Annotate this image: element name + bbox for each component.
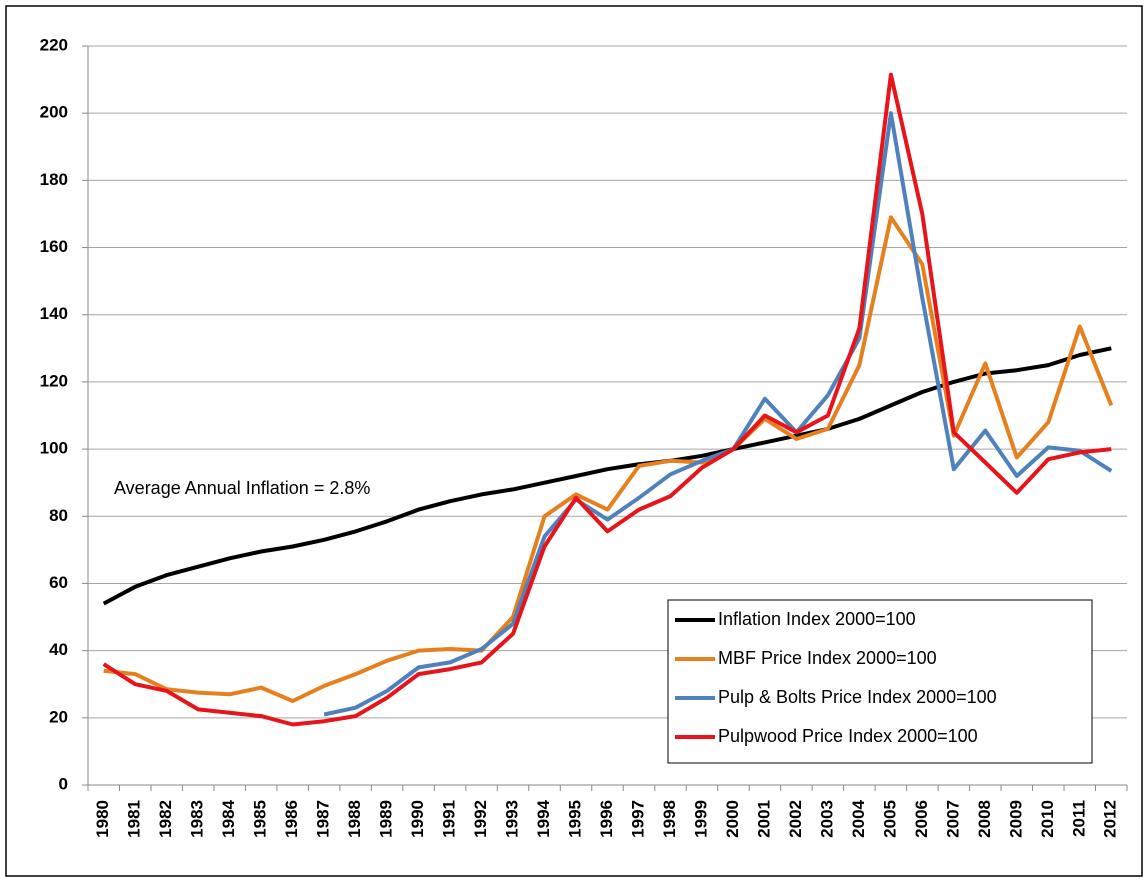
x-tick-label: 2002: [786, 800, 805, 838]
x-tick-label: 2000: [723, 800, 742, 838]
x-tick-label: 2005: [880, 800, 899, 838]
y-tick-label: 80: [49, 506, 68, 525]
x-tick-label: 1997: [628, 800, 647, 838]
x-tick-label: 2008: [975, 800, 994, 838]
series-line: [102, 72, 1112, 727]
x-tick-label: 1983: [188, 800, 207, 838]
x-tick-label: 1991: [440, 800, 459, 838]
x-tick-label: 1993: [503, 800, 522, 838]
y-tick-label: 60: [49, 573, 68, 592]
x-tick-label: 1999: [691, 800, 710, 838]
x-tick-label: 1986: [282, 800, 301, 838]
x-tick-label: 2007: [943, 800, 962, 838]
y-tick-label: 120: [40, 371, 68, 390]
x-tick-label: 1994: [534, 799, 553, 837]
x-tick-label: 2010: [1038, 800, 1057, 838]
legend-box: [667, 599, 1093, 764]
x-tick-label: 1989: [377, 800, 396, 838]
x-tick-label: 1981: [125, 800, 144, 838]
x-tick-label: 1995: [565, 800, 584, 838]
x-tick-label: 1982: [156, 800, 175, 838]
x-tick-label: 2004: [849, 799, 868, 837]
y-tick-label: 0: [59, 774, 68, 793]
x-tick-label: 2003: [817, 800, 836, 838]
legend: Inflation Index 2000=100 MBF Price Index …: [667, 599, 1093, 764]
x-tick-label: 1985: [251, 800, 270, 838]
x-tick-label: 1992: [471, 800, 490, 838]
y-tick-label: 160: [40, 237, 68, 256]
y-tick-label: 180: [40, 170, 68, 189]
series-line: [323, 111, 1113, 717]
x-tick-label: 1988: [345, 800, 364, 838]
series-line: [102, 346, 1112, 606]
chart-border: [5, 5, 1143, 877]
x-tick-label: 1984: [219, 799, 238, 837]
legend-label: Inflation Index 2000=100: [718, 609, 916, 629]
x-tick-label: 2006: [912, 800, 931, 838]
x-tick-label: 2012: [1101, 800, 1120, 838]
y-tick-label: 100: [40, 439, 68, 458]
legend-label: Pulpwood Price Index 2000=100: [718, 726, 978, 746]
x-tick-label: 2009: [1006, 800, 1025, 838]
y-tick-label: 40: [49, 640, 68, 659]
x-tick-label: 1980: [93, 800, 112, 838]
x-tick-label: 1996: [597, 800, 616, 838]
x-tick-label: 2001: [754, 800, 773, 838]
x-tick-label: 1987: [314, 800, 333, 838]
y-tick-label: 200: [40, 103, 68, 122]
series-line: [103, 215, 1114, 703]
legend-label: MBF Price Index 2000=100: [718, 648, 937, 668]
annotation: Average Annual Inflation = 2.8%: [114, 478, 370, 498]
legend-label: Pulp & Bolts Price Index 2000=100: [718, 687, 997, 707]
x-tick-label: 1998: [660, 800, 679, 838]
x-tick-label: 1990: [408, 800, 427, 838]
y-tick-label: 20: [49, 707, 68, 726]
y-tick-label: 220: [40, 35, 68, 54]
y-tick-label: 140: [40, 304, 68, 323]
x-tick-label: 2011: [1069, 800, 1088, 837]
